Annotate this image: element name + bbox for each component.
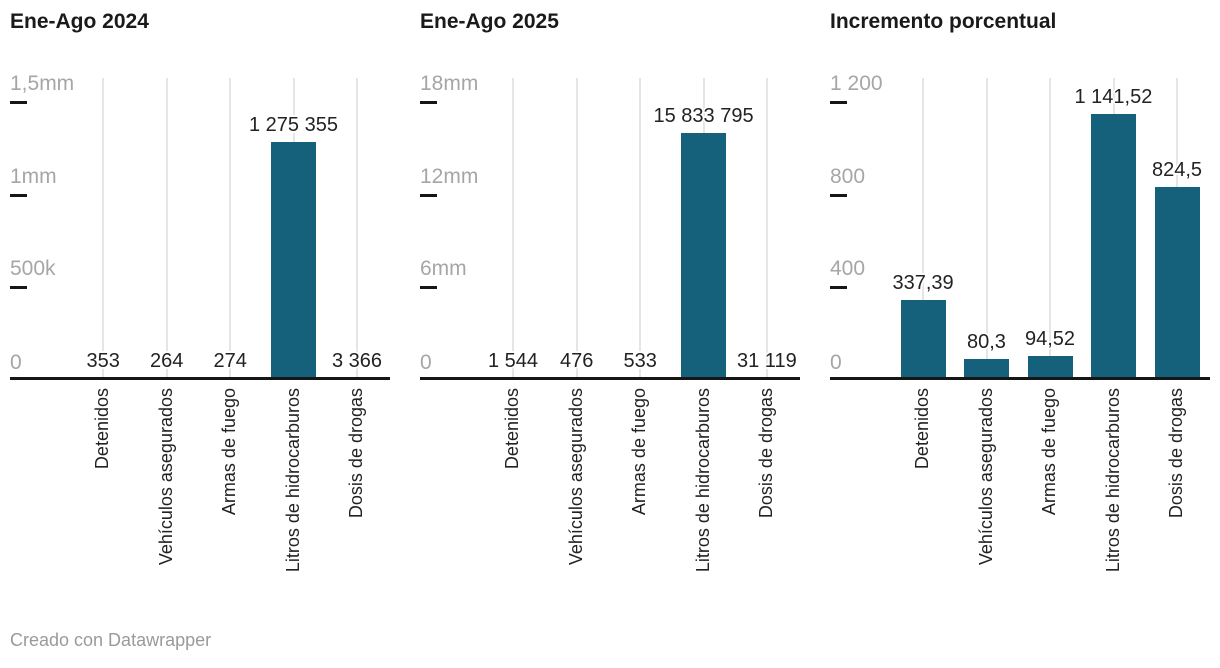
bar-armas-de-fuego [1027,356,1073,378]
value-label-litros-de-hidrocarburos: 1 141,52 [1074,85,1153,108]
gridline-vehiculos-asegurados [575,78,578,378]
chart-title: Incremento porcentual [830,10,1057,33]
y-tick-dash [420,101,437,104]
category-label-vehiculos-asegurados: Vehículos asegurados [155,388,176,566]
category-label-litros-de-hidrocarburos: Litros de hidrocarburos [692,388,713,573]
bar-litros-de-hidrocarburos [681,133,726,378]
y-tick-dash [830,286,847,290]
y-tick-label-0: 0 [10,351,22,374]
chart-panel-ene-ago-2025: Ene-Ago 2025 18mm 12mm 6mm 0 1 544 476 533 15 83… [420,0,800,620]
gridline-vehiculos-asegurados [165,78,168,378]
x-axis-line [10,377,390,380]
y-tick-dash [420,193,437,197]
y-tick-dash [420,286,437,290]
category-label-dosis-de-drogas: Dosis de drogas [1166,388,1186,519]
bar-dosis-de-drogas [1154,186,1200,378]
y-tick-label-12mm: 12mm [420,164,479,188]
gridline-armas-de-fuego [229,78,231,378]
attribution-link[interactable]: Creado con Datawrapper [10,630,212,650]
value-label-armas-de-fuego: 274 [213,350,247,372]
value-label-detenidos: 353 [86,350,120,372]
value-label-detenidos: 1 544 [488,350,539,372]
category-label-vehiculos-asegurados: Vehículos asegurados [565,388,586,566]
gridline-dosis-de-drogas [356,78,358,378]
gridline-detenidos [102,78,104,378]
chart-panel-ene-ago-2024: Ene-Ago 2024 1,5mm 1mm 500k 0 353 264 274 1 275 … [10,0,390,620]
chart-panel-incremento-porcentual: Incremento porcentual 1 200 800 400 0 337,39 8… [830,0,1210,620]
value-label-vehiculos-asegurados: 264 [150,350,184,372]
chart-title: Ene-Ago 2024 [10,10,149,33]
y-tick-dash [10,193,27,197]
y-tick-label-400: 400 [830,257,866,281]
y-tick-dash [10,101,27,104]
gridline-armas-de-fuego [1049,78,1051,378]
bar-vehiculos-asegurados [964,359,1009,378]
category-label-detenidos: Detenidos [502,388,522,470]
category-label-detenidos: Detenidos [912,388,932,470]
gridline-dosis-de-drogas [766,78,768,378]
value-label-detenidos: 337,39 [892,271,954,294]
gridline-armas-de-fuego [639,78,641,378]
value-label-vehiculos-asegurados: 476 [560,350,594,372]
category-label-litros-de-hidrocarburos: Litros de hidrocarburos [282,388,303,573]
category-label-armas-de-fuego: Armas de fuego [219,388,239,516]
gridline-detenidos [922,78,924,378]
y-tick-dash [10,286,27,290]
category-label-armas-de-fuego: Armas de fuego [1039,388,1059,516]
bar-litros-de-hidrocarburos [271,141,316,378]
y-tick-label-6mm: 6mm [420,257,467,281]
y-tick-label-800: 800 [830,164,866,188]
category-label-dosis-de-drogas: Dosis de drogas [346,388,366,519]
bar-litros-de-hidrocarburos [1091,113,1136,378]
value-label-litros-de-hidrocarburos: 15 833 795 [653,105,754,128]
value-label-dosis-de-drogas: 3 366 [332,350,383,372]
category-label-vehiculos-asegurados: Vehículos asegurados [975,388,996,566]
value-label-armas-de-fuego: 94,52 [1025,328,1076,351]
value-label-armas-de-fuego: 533 [623,350,657,372]
x-axis-line [420,377,800,380]
y-tick-label-1-5mm: 1,5mm [10,72,75,95]
value-label-dosis-de-drogas: 31 119 [737,350,797,372]
y-tick-label-500k: 500k [10,257,56,281]
y-tick-label-1mm: 1mm [10,164,57,188]
category-label-litros-de-hidrocarburos: Litros de hidrocarburos [1102,388,1123,573]
category-label-dosis-de-drogas: Dosis de drogas [756,388,776,519]
chart-title: Ene-Ago 2025 [420,10,559,33]
bar-detenidos [900,299,946,378]
value-label-dosis-de-drogas: 824,5 [1152,158,1203,181]
value-label-vehiculos-asegurados: 80,3 [967,331,1006,354]
gridline-vehiculos-asegurados [985,78,988,378]
y-tick-label-18mm: 18mm [420,72,479,95]
y-tick-label-1-200: 1 200 [830,72,883,95]
y-tick-dash [830,101,847,104]
x-axis-line [830,377,1210,380]
gridline-detenidos [512,78,514,378]
y-tick-dash [830,193,847,197]
category-label-detenidos: Detenidos [92,388,112,470]
value-label-litros-de-hidrocarburos: 1 275 355 [249,113,338,136]
y-tick-label-0: 0 [830,351,842,374]
y-tick-label-0: 0 [420,351,432,374]
category-label-armas-de-fuego: Armas de fuego [629,388,649,516]
